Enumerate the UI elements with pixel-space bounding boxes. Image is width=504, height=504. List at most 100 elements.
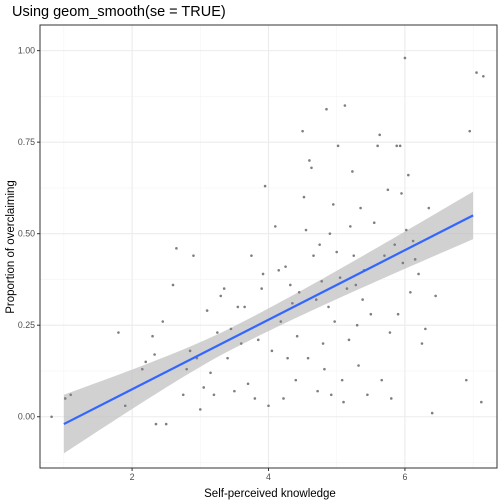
data-point bbox=[409, 290, 412, 294]
y-axis-ticks: 0.00 0.25 0.50 0.75 1.00 bbox=[18, 46, 40, 422]
data-point bbox=[226, 356, 229, 360]
data-point bbox=[209, 371, 212, 375]
data-point bbox=[396, 312, 400, 316]
data-point bbox=[482, 74, 485, 78]
y-tick-label: 0.50 bbox=[18, 229, 35, 239]
x-tick-label: 2 bbox=[130, 472, 135, 482]
data-point bbox=[468, 129, 472, 133]
data-point bbox=[361, 298, 364, 301]
data-point bbox=[270, 349, 274, 353]
data-point bbox=[222, 287, 226, 290]
data-point bbox=[289, 283, 292, 287]
data-point bbox=[312, 254, 315, 257]
data-point bbox=[354, 283, 358, 287]
data-point bbox=[343, 104, 347, 107]
data-point bbox=[153, 353, 156, 356]
data-point bbox=[282, 397, 285, 400]
chart-title: Using geom_smooth(se = TRUE) bbox=[12, 4, 226, 20]
data-point bbox=[263, 184, 267, 188]
data-point bbox=[417, 272, 420, 276]
data-point bbox=[427, 206, 431, 210]
data-point bbox=[260, 287, 263, 290]
data-point bbox=[380, 378, 384, 382]
data-point bbox=[161, 320, 165, 323]
data-point bbox=[250, 254, 253, 257]
data-point bbox=[395, 144, 399, 148]
x-tick-label: 6 bbox=[402, 472, 407, 482]
data-point bbox=[63, 397, 67, 400]
data-point bbox=[233, 389, 236, 393]
data-point bbox=[246, 382, 250, 386]
x-tick-label: 4 bbox=[266, 472, 271, 482]
data-point bbox=[192, 254, 195, 257]
data-point bbox=[393, 243, 396, 246]
data-point bbox=[401, 261, 405, 265]
data-point bbox=[352, 254, 356, 257]
data-point bbox=[181, 393, 185, 397]
y-tick-label: 0.25 bbox=[18, 320, 35, 330]
data-point bbox=[256, 338, 260, 342]
data-point bbox=[347, 338, 351, 342]
data-point bbox=[366, 393, 369, 397]
data-points bbox=[50, 56, 485, 426]
data-point bbox=[236, 305, 240, 309]
data-point bbox=[243, 305, 246, 309]
data-point bbox=[369, 312, 373, 316]
y-tick-label: 0.75 bbox=[18, 137, 35, 147]
data-point bbox=[219, 294, 223, 298]
data-point bbox=[400, 192, 403, 195]
data-point bbox=[338, 276, 342, 279]
data-point bbox=[144, 360, 148, 364]
data-point bbox=[345, 287, 349, 290]
y-tick-label: 1.00 bbox=[18, 46, 35, 56]
data-point bbox=[229, 327, 233, 331]
data-point bbox=[411, 239, 415, 243]
data-point bbox=[323, 367, 326, 371]
data-point bbox=[335, 250, 339, 254]
data-point bbox=[284, 265, 287, 268]
data-point bbox=[331, 203, 335, 206]
data-point bbox=[277, 268, 281, 272]
data-point bbox=[342, 400, 345, 404]
data-point bbox=[389, 397, 393, 400]
data-point bbox=[349, 225, 352, 228]
data-point bbox=[340, 378, 344, 382]
data-point bbox=[398, 144, 402, 148]
data-point bbox=[355, 323, 359, 327]
data-point bbox=[261, 272, 265, 276]
data-point bbox=[279, 320, 283, 323]
data-point bbox=[205, 309, 209, 312]
data-point bbox=[475, 71, 478, 74]
data-point bbox=[306, 356, 310, 360]
data-point bbox=[318, 243, 321, 246]
data-point bbox=[372, 221, 376, 225]
data-point bbox=[294, 378, 298, 382]
data-point bbox=[430, 411, 434, 415]
data-point bbox=[297, 290, 301, 294]
data-point bbox=[164, 422, 168, 426]
data-point bbox=[253, 397, 257, 400]
data-point bbox=[325, 107, 328, 111]
data-point bbox=[175, 247, 178, 250]
data-point bbox=[378, 133, 381, 137]
fit-line bbox=[63, 214, 474, 426]
data-point bbox=[239, 342, 243, 345]
data-point bbox=[123, 404, 127, 408]
data-point bbox=[308, 159, 311, 162]
data-point bbox=[404, 228, 408, 232]
data-point bbox=[386, 188, 390, 192]
data-point bbox=[424, 327, 427, 331]
data-point bbox=[301, 129, 304, 133]
data-point bbox=[188, 349, 192, 353]
data-point bbox=[267, 404, 270, 408]
data-point bbox=[328, 232, 332, 235]
data-point bbox=[327, 305, 330, 309]
data-point bbox=[154, 422, 158, 426]
data-point bbox=[320, 279, 324, 283]
x-axis-ticks: 2 4 6 bbox=[130, 468, 407, 482]
data-point bbox=[407, 173, 410, 177]
data-point bbox=[212, 393, 216, 397]
data-point bbox=[185, 367, 188, 371]
data-point bbox=[336, 144, 340, 148]
